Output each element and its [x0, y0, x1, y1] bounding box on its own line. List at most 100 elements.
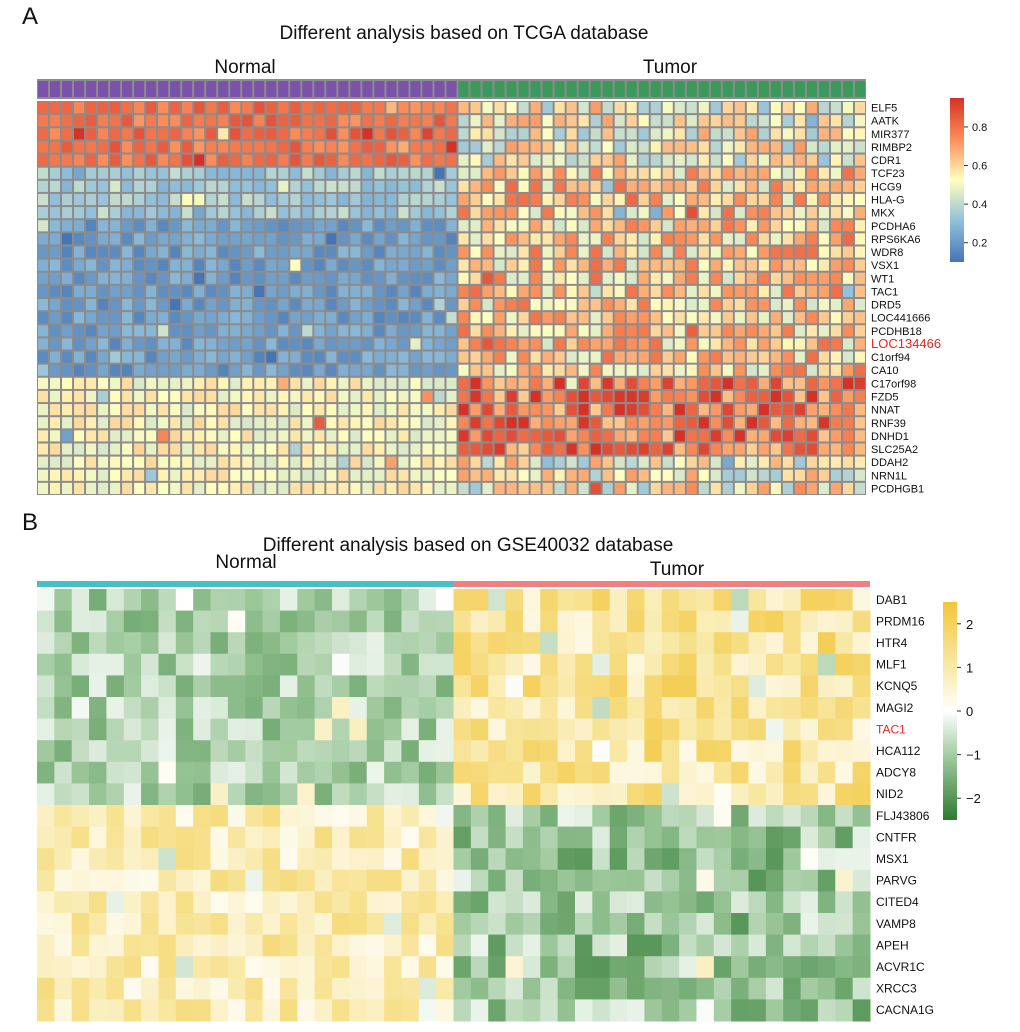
- heatmap-cell: [37, 934, 55, 957]
- heatmap-cell: [218, 207, 229, 219]
- heatmap-cell: [818, 207, 829, 219]
- heatmap-cell: [123, 718, 142, 741]
- heatmap-cell: [218, 233, 229, 245]
- heatmap-cell: [384, 653, 402, 676]
- heatmap-cell: [362, 180, 373, 192]
- heatmap-cell: [734, 285, 745, 297]
- heatmap-cell: [123, 675, 142, 698]
- heatmap-cell: [662, 259, 673, 271]
- heatmap-cell: [854, 193, 865, 206]
- heatmap-cell: [245, 697, 264, 720]
- heatmap-cell: [542, 338, 553, 350]
- heatmap-cell: [170, 456, 181, 468]
- heatmap-cell: [453, 740, 472, 763]
- heatmap-cell: [182, 115, 193, 127]
- heatmap-cell: [242, 167, 253, 179]
- heatmap-cell: [835, 675, 854, 698]
- annotation-cell: [98, 81, 109, 97]
- heatmap-cell: [518, 272, 529, 284]
- heatmap-cell: [609, 632, 628, 655]
- heatmap-cell: [134, 141, 145, 153]
- heatmap-cell: [482, 417, 493, 429]
- heatmap-cell: [349, 869, 368, 892]
- heatmap-cell: [522, 610, 541, 633]
- heatmap-cell: [98, 482, 109, 494]
- heatmap-cell: [542, 443, 553, 455]
- heatmap-cell: [686, 220, 697, 232]
- heatmap-cell: [350, 456, 361, 468]
- heatmap-cell: [518, 299, 529, 311]
- heatmap-cell: [614, 154, 625, 166]
- heatmap-cell: [638, 167, 649, 179]
- heatmap-cell: [482, 154, 493, 166]
- heatmap-cell: [590, 154, 601, 166]
- heatmap-cell: [557, 653, 576, 676]
- heatmap-cell: [297, 848, 316, 871]
- heatmap-cell: [62, 299, 73, 311]
- heatmap-cell: [710, 272, 721, 284]
- heatmap-cell: [230, 259, 241, 271]
- heatmap-cell: [170, 404, 181, 416]
- heatmap-cell: [37, 632, 55, 655]
- heatmap-cell: [602, 404, 613, 416]
- heatmap-cell: [123, 869, 142, 892]
- heatmap-cell: [482, 377, 493, 389]
- heatmap-cell: [661, 632, 680, 655]
- heatmap-cell: [482, 128, 493, 140]
- heatmap-cell: [338, 482, 349, 494]
- annotation-cell: [818, 81, 829, 97]
- heatmap-cell: [170, 128, 181, 140]
- heatmap-cell: [540, 999, 559, 1022]
- heatmap-cell: [590, 272, 601, 284]
- heatmap-cell: [366, 913, 385, 936]
- heatmap-cell: [134, 443, 145, 455]
- heatmap-cell: [674, 390, 685, 403]
- heatmap-cell: [74, 404, 85, 416]
- heatmap-cell: [62, 390, 73, 403]
- heatmap-cell: [182, 443, 193, 455]
- heatmap-cell: [794, 193, 805, 206]
- heatmap-cell: [453, 653, 472, 676]
- heatmap-cell: [758, 220, 769, 232]
- heatmap-cell: [578, 325, 589, 337]
- heatmap-cell: [122, 338, 133, 350]
- heatmap-cell: [74, 233, 85, 245]
- heatmap-cell: [314, 338, 325, 350]
- heatmap-cell: [638, 364, 649, 376]
- heatmap-cell: [314, 299, 325, 311]
- heatmap-cell: [266, 141, 277, 153]
- annotation-cell: [434, 81, 445, 97]
- heatmap-cell: [542, 456, 553, 468]
- heatmap-cell: [74, 390, 85, 403]
- heatmap-cell: [106, 977, 125, 1000]
- heatmap-cell: [74, 482, 85, 494]
- heatmap-cell: [314, 141, 325, 153]
- heatmap-cell: [731, 589, 750, 612]
- heatmap-cell: [262, 632, 281, 655]
- heatmap-cell: [134, 233, 145, 245]
- heatmap-cell: [614, 272, 625, 284]
- heatmap-cell: [650, 430, 661, 442]
- heatmap-cell: [446, 115, 457, 127]
- heatmap-cell: [698, 482, 709, 494]
- heatmap-cell: [110, 390, 121, 403]
- heatmap-cell: [141, 869, 159, 892]
- heatmap-cell: [557, 826, 576, 849]
- heatmap-cell: [686, 102, 697, 114]
- heatmap-cell: [410, 128, 421, 140]
- heatmap-cell: [279, 740, 298, 763]
- heatmap-cell: [602, 456, 613, 468]
- heatmap-cell: [74, 312, 85, 324]
- heatmap-cell: [141, 891, 159, 914]
- heatmap-cell: [206, 220, 217, 232]
- heatmap-cell: [170, 154, 181, 166]
- heatmap-cell: [54, 805, 73, 828]
- heatmap-cell: [818, 364, 829, 376]
- heatmap-cell: [574, 740, 593, 763]
- heatmap-cell: [89, 826, 107, 849]
- heatmap-cell: [193, 848, 212, 871]
- heatmap-cell: [817, 977, 836, 1000]
- heatmap-cell: [854, 390, 865, 403]
- heatmap-cell: [770, 351, 781, 363]
- heatmap-cell: [494, 141, 505, 153]
